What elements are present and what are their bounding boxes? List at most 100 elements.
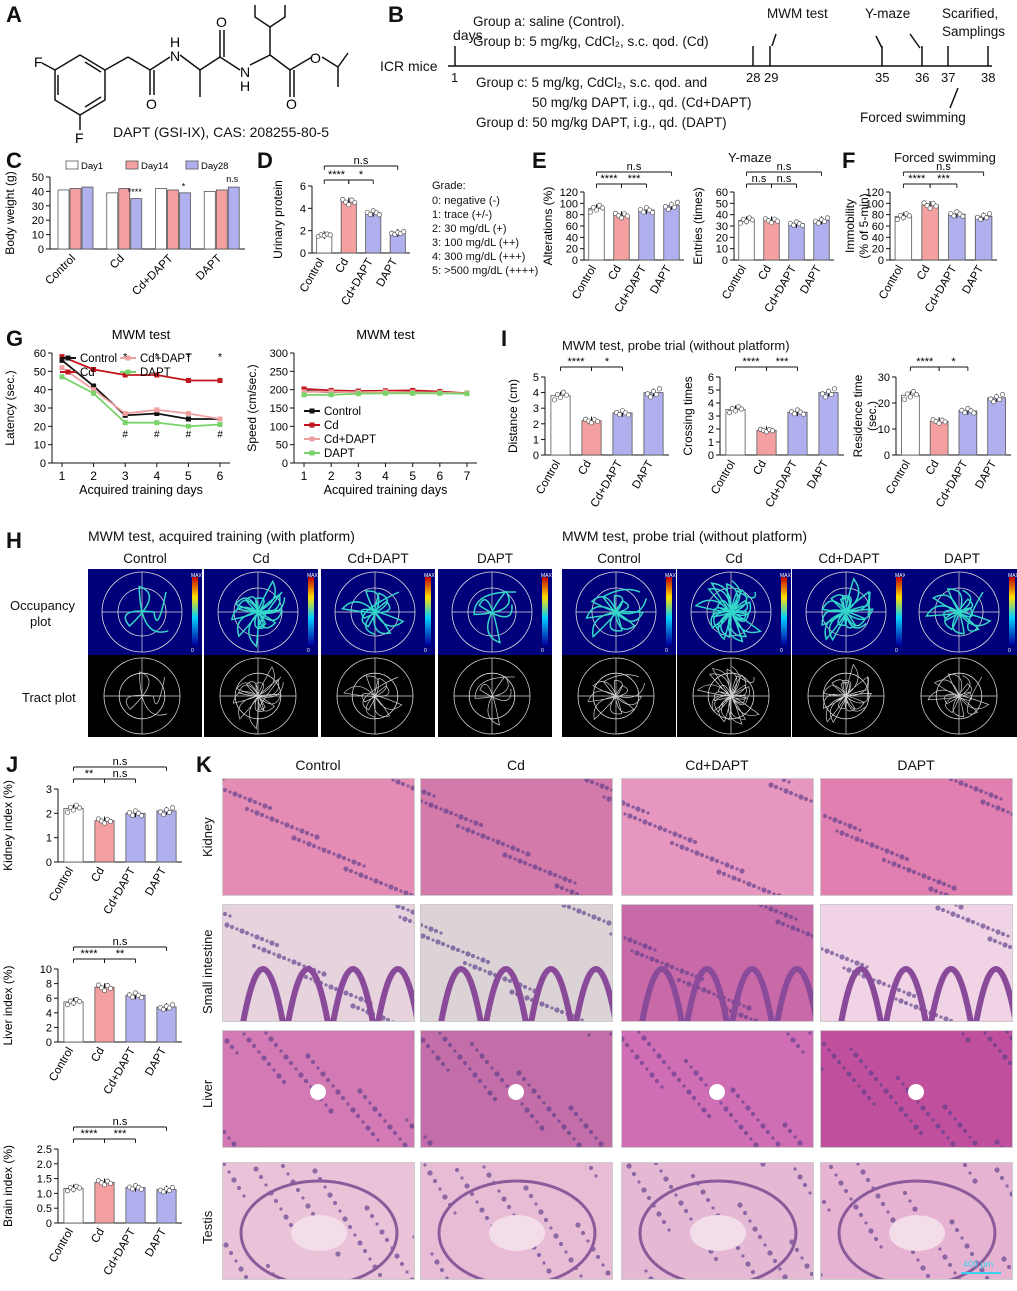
nucleus	[227, 1136, 231, 1140]
nucleus	[890, 1217, 896, 1223]
nucleus	[440, 1061, 446, 1067]
nucleus	[995, 929, 1001, 935]
nucleus	[955, 913, 961, 919]
nucleus	[954, 905, 958, 907]
nucleus	[453, 1211, 457, 1215]
k-row-label: Small intestine	[200, 929, 215, 1014]
swim-path	[473, 590, 517, 644]
tract-plot	[562, 655, 676, 737]
y-tick-label: 10	[40, 964, 52, 976]
nucleus	[291, 959, 297, 965]
nucleus	[764, 905, 768, 909]
scale-min-label: 0	[191, 648, 194, 654]
data-point	[815, 220, 822, 226]
nucleus	[413, 1033, 414, 1037]
nucleus	[438, 1031, 442, 1035]
nucleus	[460, 1176, 464, 1180]
data-point	[933, 203, 939, 209]
nucleus	[421, 933, 426, 939]
brain-index-chart: 0 0.5 1.0 1.5 2.0 2.5 Brain index (%) Control Cd…	[1, 1116, 182, 1278]
y-tick-label: 40	[872, 232, 884, 244]
nucleus	[428, 926, 434, 932]
y-tick-label: 0	[722, 255, 728, 267]
nucleus	[583, 1123, 589, 1129]
nucleus	[809, 799, 813, 803]
swim-path	[340, 590, 405, 636]
y-axis-label: Distance (cm)	[506, 379, 520, 453]
nucleus	[896, 987, 902, 993]
nucleus	[800, 1256, 804, 1260]
nucleus	[638, 942, 642, 946]
nucleus	[443, 808, 449, 814]
nucleus	[522, 860, 528, 866]
y-tick-label: 50	[276, 440, 288, 452]
nucleus	[428, 802, 434, 808]
k-col-label: Cd	[507, 757, 525, 773]
nucleus	[537, 866, 543, 872]
atom-o2: O	[216, 14, 227, 30]
nucleus	[439, 1267, 445, 1273]
nucleus	[645, 955, 649, 959]
nucleus	[546, 1268, 552, 1274]
nucleus	[866, 1095, 872, 1101]
data-point	[64, 1002, 71, 1008]
villus	[774, 966, 813, 1021]
nucleus	[683, 1208, 689, 1214]
y-axis-label-2: (% of 5-min)	[857, 193, 871, 258]
nucleus	[472, 964, 478, 970]
nucleus	[528, 987, 532, 991]
bar	[788, 223, 805, 261]
nucleus	[753, 1142, 759, 1147]
panel-label-f: F	[842, 148, 856, 173]
nucleus	[911, 993, 917, 999]
data-point	[107, 985, 114, 991]
nucleus	[440, 941, 446, 947]
nucleus	[992, 1042, 998, 1048]
nucleus	[317, 846, 321, 850]
nucleus	[421, 798, 424, 804]
series-marker	[301, 392, 307, 398]
nucleus	[536, 1252, 542, 1258]
data-point	[994, 394, 1000, 400]
nucleus	[1005, 1031, 1009, 1034]
nucleus	[477, 966, 483, 972]
swim-path	[587, 674, 646, 721]
nucleus	[804, 1146, 806, 1147]
villus	[483, 966, 529, 1021]
nucleus	[423, 1135, 427, 1139]
data-point	[910, 389, 916, 395]
sig-star: *	[155, 351, 160, 363]
bar-day14	[118, 188, 131, 250]
swim-path	[474, 675, 515, 726]
nucleus	[470, 953, 476, 959]
nucleus	[395, 779, 401, 785]
data-point	[101, 1182, 108, 1188]
y-tick-label: 80	[566, 210, 578, 222]
nucleus	[880, 1201, 886, 1207]
nucleus	[542, 1101, 546, 1105]
series-marker	[122, 420, 128, 426]
nucleus	[994, 1139, 1000, 1145]
y-tick-label: 0	[708, 450, 714, 462]
nucleus	[745, 1261, 751, 1267]
bar	[638, 209, 655, 261]
tick-day-36: 36	[915, 70, 930, 85]
nucleus	[264, 1031, 268, 1035]
nucleus	[834, 1173, 838, 1177]
nucleus	[283, 1214, 289, 1220]
panel-label-b: B	[388, 2, 404, 27]
central-vein	[508, 1084, 524, 1100]
nucleus	[916, 1258, 920, 1262]
nucleus	[392, 1130, 398, 1136]
nucleus	[750, 1111, 756, 1117]
nucleus	[535, 1120, 539, 1124]
y-tick-label: 30	[32, 201, 44, 213]
nucleus	[849, 1197, 853, 1201]
series-marker	[59, 365, 65, 371]
nucleus	[767, 1250, 773, 1256]
nucleus	[943, 1016, 949, 1021]
nucleus	[668, 1184, 674, 1190]
nucleus	[660, 1085, 664, 1089]
nucleus	[370, 1131, 376, 1137]
